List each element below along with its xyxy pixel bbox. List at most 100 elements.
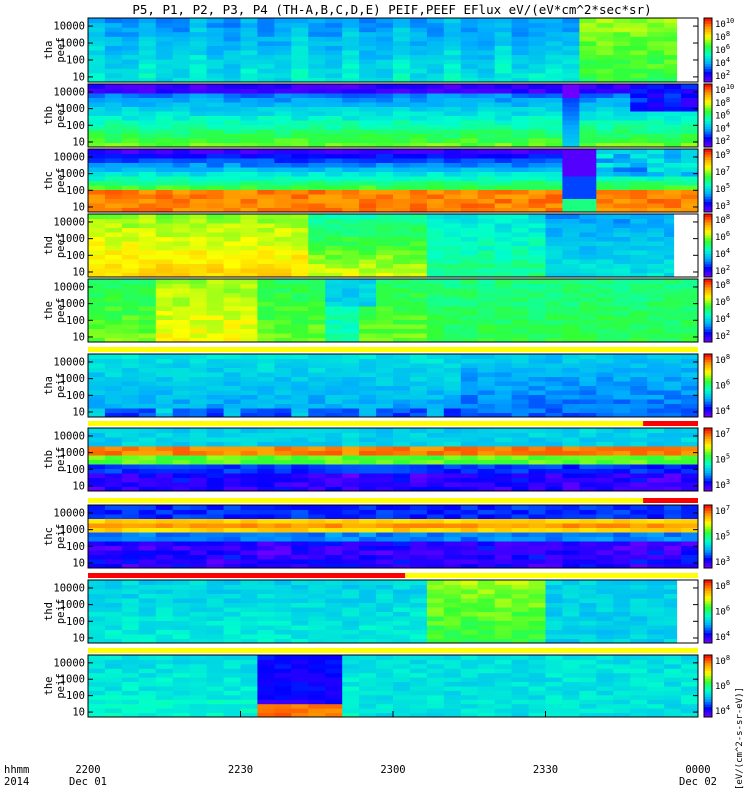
spectrogram-cell [393, 106, 411, 112]
spectrogram-cell [155, 486, 174, 492]
colorbar-segment [704, 126, 712, 130]
spectrogram-cell [206, 403, 224, 409]
colorbar-frame [703, 353, 713, 418]
spectrogram-cell [291, 523, 309, 528]
spectrogram-cell [104, 120, 123, 125]
spectrogram-cell [664, 106, 682, 112]
y-tick-label: 1000 [60, 103, 85, 115]
spectrogram-cell [138, 554, 157, 560]
spectrogram-cell [596, 482, 614, 487]
spectrogram-cell [121, 446, 140, 451]
y-tick-label: 1000 [60, 298, 85, 310]
spectrogram-cell [613, 638, 631, 644]
spectrogram-cell [443, 27, 462, 33]
spectrogram-cell [325, 180, 343, 186]
spectrogram-cell [308, 514, 326, 519]
spectrogram-cell [511, 180, 529, 186]
spectrogram-cell [579, 333, 597, 338]
spectrogram-cell [545, 455, 563, 460]
colorbar-segment [704, 214, 712, 218]
spectrogram-cell [240, 18, 258, 24]
spectrogram-cell [579, 412, 597, 418]
spectrogram-cell [308, 106, 326, 112]
colorbar-segment [704, 629, 712, 633]
spectrogram-cell [206, 328, 224, 334]
spectrogram-cell [409, 450, 428, 456]
spectrogram-cell [325, 464, 343, 469]
spectrogram-cell [426, 468, 445, 474]
spectrogram-cell [138, 545, 157, 551]
spectrogram-cell [121, 268, 140, 273]
spectrogram-cell [511, 428, 529, 433]
spectrogram-cell [359, 111, 377, 116]
spectrogram-cell [325, 505, 343, 510]
spectrogram-cell [121, 54, 140, 60]
spectrogram-cell [579, 214, 597, 219]
spectrogram-cell [511, 227, 529, 233]
spectrogram-cell [409, 324, 428, 329]
spectrogram-cell [88, 428, 106, 433]
spectrogram-cell [528, 54, 546, 60]
spectrogram-cell [681, 319, 699, 325]
spectrogram-cell [104, 607, 123, 612]
spectrogram-cell [104, 403, 123, 409]
spectrogram-cell [681, 133, 699, 139]
spectrogram-cell [579, 31, 597, 37]
spectrogram-cell [664, 171, 682, 177]
spectrogram-cell [477, 268, 496, 273]
spectrogram-cell [409, 390, 428, 395]
spectrogram-cell [545, 403, 563, 409]
spectrogram-cell [325, 138, 343, 143]
spectrogram-cell [664, 31, 678, 37]
spectrogram-cell [460, 580, 479, 585]
spectrogram-cell [443, 301, 462, 307]
spectrogram-cell [596, 518, 614, 524]
spectrogram-cell [274, 482, 292, 487]
spectrogram-cell [274, 580, 292, 585]
spectrogram-cell [189, 559, 208, 564]
spectrogram-cell [664, 324, 682, 329]
colorbar-segment [704, 318, 712, 322]
colorbar-segment [704, 608, 712, 612]
spectrogram-cell [172, 301, 191, 307]
spectrogram-cell [104, 532, 123, 537]
spectrogram-cell [308, 611, 326, 617]
colorbar-segment [704, 300, 712, 304]
spectrogram-cell [325, 473, 343, 478]
colorbar-segment [704, 554, 712, 558]
spectrogram-cell [206, 541, 224, 546]
spectrogram-cell [155, 106, 174, 112]
colorbar-segment [704, 154, 712, 158]
spectrogram-cell [494, 536, 513, 542]
spectrogram-cell [664, 111, 682, 116]
spectrogram-cell [528, 115, 546, 121]
spectrogram-cell [138, 473, 157, 478]
spectrogram-cell [189, 129, 208, 134]
spectrogram-cell [630, 505, 648, 510]
spectrogram-cell [409, 176, 428, 181]
spectrogram-cell [579, 616, 597, 621]
spectrogram-cell [240, 450, 258, 456]
spectrogram-cell [88, 509, 106, 515]
spectrogram-cell [274, 385, 292, 391]
spectrogram-cell [291, 218, 309, 224]
spectrogram-cell [681, 372, 699, 377]
spectrogram-cell [477, 324, 496, 329]
spectrogram-cell [240, 279, 258, 284]
spectrogram-cell [681, 381, 699, 386]
spectrogram-cell [443, 153, 462, 159]
spectrogram-cell [223, 254, 241, 260]
spectrogram-cell [545, 385, 563, 391]
colorbar-segment [704, 196, 712, 200]
spectrogram-cell [613, 106, 631, 112]
spectrogram-cell [274, 301, 292, 307]
spectrogram-cell [477, 288, 496, 293]
colorbar-segment [704, 488, 712, 492]
spectrogram-cell [206, 367, 224, 373]
spectrogram-cell [562, 27, 580, 33]
spectrogram-cell [138, 88, 157, 94]
spectrogram-cell [409, 120, 428, 125]
spectrogram-cell [393, 545, 411, 551]
spectrogram-cell [359, 306, 377, 311]
spectrogram-cell [630, 268, 648, 273]
